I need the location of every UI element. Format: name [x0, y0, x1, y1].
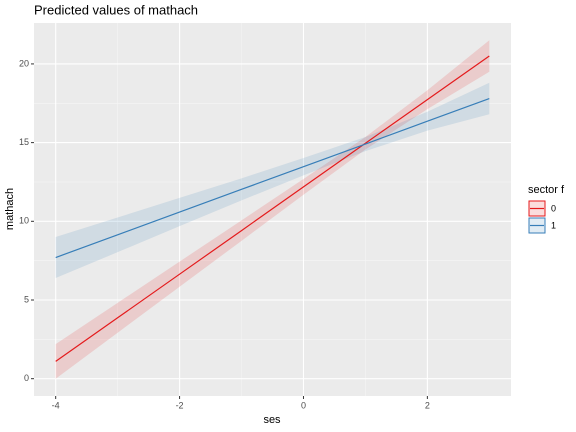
confidence-ribbon	[303, 136, 366, 195]
x-tick-label: -2	[176, 400, 184, 410]
confidence-ribbon	[241, 178, 304, 241]
y-tick-label: 5	[24, 294, 29, 304]
confidence-ribbon	[427, 40, 490, 110]
confidence-ribbon	[117, 197, 180, 253]
confidence-ribbon	[55, 217, 118, 278]
confidence-ribbon	[365, 111, 428, 152]
x-tick-label: 0	[301, 400, 306, 410]
line	[55, 55, 490, 362]
confidence-ribbon	[55, 302, 118, 379]
line	[55, 97, 490, 259]
y-tick-label: 10	[19, 216, 29, 226]
legend-label: 0	[551, 203, 556, 213]
x-tick-label: 2	[425, 400, 430, 410]
x-tick-label: -4	[52, 400, 60, 410]
y-tick-label: 20	[19, 58, 29, 68]
chart-title: Predicted values of mathach	[34, 2, 198, 17]
legend-label: 1	[551, 220, 556, 230]
confidence-ribbon	[117, 261, 180, 333]
confidence-ribbon	[365, 90, 428, 150]
confidence-ribbon	[427, 82, 490, 131]
confidence-ribbon	[303, 136, 366, 176]
confidence-ribbon	[179, 178, 242, 227]
confidence-ribbon	[241, 158, 304, 201]
y-tick-label: 0	[24, 373, 29, 383]
x-axis-label: ses	[263, 414, 281, 426]
legend-title: sector f	[528, 184, 565, 196]
confidence-ribbon	[179, 220, 242, 287]
y-tick-label: 15	[19, 137, 29, 147]
y-axis-label: mathach	[4, 188, 16, 230]
panel	[34, 23, 511, 396]
